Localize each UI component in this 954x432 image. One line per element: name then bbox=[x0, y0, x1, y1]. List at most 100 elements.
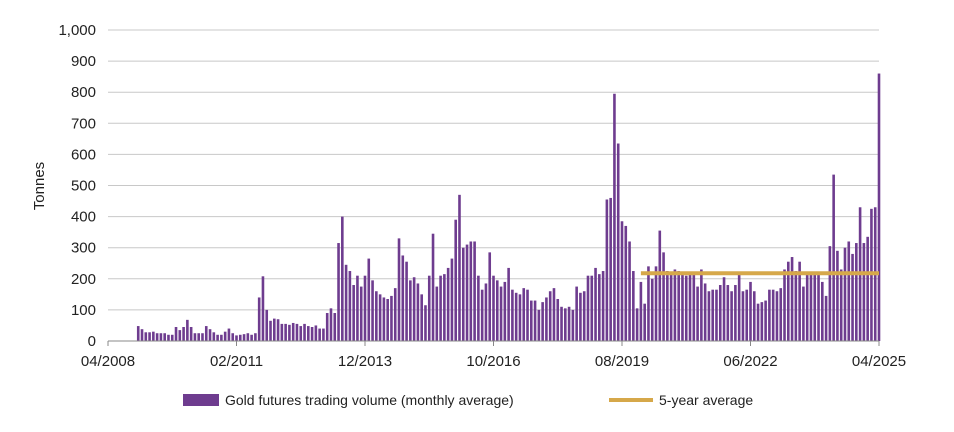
bar bbox=[613, 93, 616, 341]
bar bbox=[567, 306, 571, 341]
x-tick-label: 10/2016 bbox=[466, 353, 520, 370]
bar bbox=[178, 330, 182, 341]
bar bbox=[760, 302, 764, 341]
bar bbox=[367, 258, 371, 341]
bar bbox=[703, 283, 707, 341]
bar bbox=[439, 275, 442, 341]
bar bbox=[798, 261, 801, 341]
bar bbox=[303, 323, 306, 341]
bar bbox=[318, 328, 321, 341]
bar bbox=[204, 326, 208, 341]
bar bbox=[201, 333, 204, 341]
bar bbox=[375, 291, 378, 341]
bar bbox=[170, 334, 174, 341]
bar bbox=[454, 219, 458, 341]
bar bbox=[348, 271, 352, 341]
bar bbox=[174, 327, 178, 341]
bar bbox=[654, 266, 658, 341]
bar bbox=[684, 275, 688, 341]
bar bbox=[843, 247, 847, 341]
bar bbox=[182, 327, 185, 341]
bar bbox=[839, 269, 843, 341]
bar bbox=[473, 241, 476, 341]
bar bbox=[235, 335, 238, 341]
bar bbox=[333, 313, 337, 341]
bar bbox=[734, 285, 737, 341]
bar bbox=[522, 288, 526, 341]
bar bbox=[140, 329, 144, 341]
bar bbox=[484, 283, 488, 341]
bar bbox=[257, 297, 261, 341]
legend: Gold futures trading volume (monthly ave… bbox=[0, 392, 954, 414]
legend-swatch-line bbox=[609, 398, 653, 402]
bar bbox=[223, 331, 227, 341]
bar bbox=[352, 285, 355, 341]
bar bbox=[265, 309, 269, 341]
bar bbox=[420, 294, 423, 341]
bar bbox=[730, 291, 733, 341]
bar bbox=[768, 289, 771, 341]
bar bbox=[741, 291, 745, 341]
bar bbox=[310, 327, 314, 341]
bar bbox=[692, 274, 696, 341]
bar bbox=[503, 281, 507, 341]
bar bbox=[307, 326, 310, 341]
bar bbox=[813, 272, 817, 341]
bar bbox=[148, 332, 151, 341]
bar bbox=[624, 225, 628, 341]
bar bbox=[424, 305, 427, 341]
bar bbox=[435, 286, 439, 341]
bar bbox=[529, 300, 533, 341]
bar bbox=[809, 272, 813, 341]
bar bbox=[579, 292, 582, 341]
bar bbox=[662, 252, 665, 341]
y-tick-label: 800 bbox=[71, 84, 96, 101]
bar bbox=[314, 325, 318, 341]
bar bbox=[469, 241, 473, 341]
bar bbox=[786, 261, 790, 341]
bar bbox=[276, 319, 280, 341]
bar bbox=[718, 285, 722, 341]
x-tick-label: 04/2008 bbox=[81, 353, 135, 370]
bar bbox=[518, 294, 522, 341]
bar bbox=[628, 241, 631, 341]
bar bbox=[167, 334, 170, 341]
bar bbox=[862, 243, 866, 341]
bar bbox=[299, 326, 303, 341]
bar bbox=[560, 306, 563, 341]
bar bbox=[847, 241, 851, 341]
bar bbox=[393, 288, 397, 341]
bar bbox=[363, 275, 367, 341]
bar bbox=[635, 308, 639, 341]
bar bbox=[382, 297, 386, 341]
bar bbox=[836, 250, 839, 341]
bar bbox=[790, 257, 794, 341]
bar bbox=[673, 269, 677, 341]
y-tick-label: 300 bbox=[71, 240, 96, 257]
y-tick-label: 100 bbox=[71, 302, 96, 319]
bar bbox=[269, 320, 272, 341]
bar bbox=[564, 308, 567, 341]
bar bbox=[779, 288, 783, 341]
bar bbox=[609, 197, 612, 341]
legend-swatch-bar bbox=[183, 394, 219, 406]
bar bbox=[832, 174, 835, 341]
bar bbox=[749, 281, 752, 341]
bar bbox=[291, 322, 295, 341]
bar bbox=[250, 334, 253, 341]
y-tick-label: 700 bbox=[71, 115, 96, 132]
bar bbox=[851, 253, 854, 341]
bar bbox=[582, 291, 586, 341]
bar bbox=[650, 278, 654, 341]
bar bbox=[855, 243, 858, 341]
bar bbox=[526, 289, 529, 341]
bar bbox=[186, 319, 189, 341]
y-tick-label: 600 bbox=[71, 146, 96, 163]
bar bbox=[325, 313, 329, 341]
bar bbox=[284, 323, 287, 341]
bar bbox=[639, 281, 643, 341]
x-tick-label: 12/2013 bbox=[338, 353, 392, 370]
x-tick-label: 02/2011 bbox=[210, 353, 263, 370]
bar bbox=[136, 326, 140, 341]
bar bbox=[189, 327, 193, 341]
